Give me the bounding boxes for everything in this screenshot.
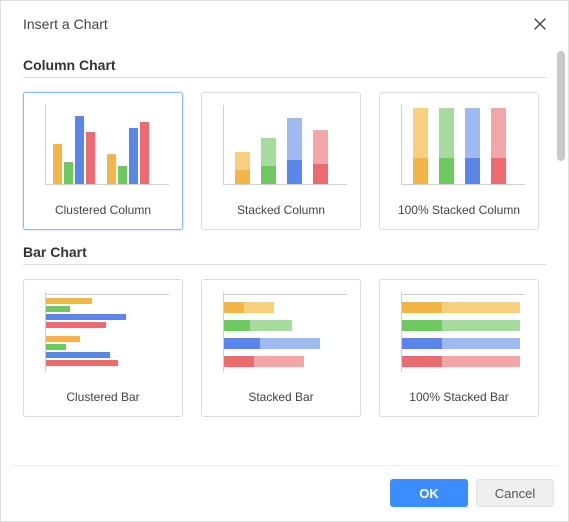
dialog-title: Insert a Chart	[23, 16, 108, 32]
chart-thumb	[389, 290, 529, 376]
chart-type-label: 100% Stacked Bar	[409, 390, 508, 404]
chart-type-label: Stacked Column	[237, 203, 325, 217]
section-title: Bar Chart	[23, 244, 546, 260]
dialog-footer: OK Cancel	[1, 465, 568, 521]
card-row: Clustered Column Stacked Column 100% Stack…	[23, 92, 546, 230]
section-divider	[23, 264, 546, 265]
chart-thumb	[33, 103, 173, 189]
scrollbar-thumb[interactable]	[557, 51, 565, 161]
chart-thumb	[211, 103, 351, 189]
chart-type-card[interactable]: Clustered Column	[23, 92, 183, 230]
chart-type-card[interactable]: 100% Stacked Bar	[379, 279, 539, 417]
chart-type-label: 100% Stacked Column	[398, 203, 520, 217]
chart-gallery: Column Chart Clustered Column Stacked Colu…	[1, 47, 568, 465]
section-title: Column Chart	[23, 57, 546, 73]
chart-type-label: Clustered Bar	[66, 390, 139, 404]
chart-thumb	[211, 290, 351, 376]
cancel-button[interactable]: Cancel	[476, 479, 554, 507]
chart-type-card[interactable]: 100% Stacked Column	[379, 92, 539, 230]
ok-button[interactable]: OK	[390, 479, 468, 507]
chart-thumb	[389, 103, 529, 189]
close-icon[interactable]	[530, 14, 550, 34]
card-row: Clustered Bar Stacked Bar 100% Stacked Bar	[23, 279, 546, 417]
chart-thumb	[33, 290, 173, 376]
scrollbar[interactable]	[557, 51, 565, 463]
chart-type-card[interactable]: Stacked Column	[201, 92, 361, 230]
chart-type-card[interactable]: Clustered Bar	[23, 279, 183, 417]
chart-type-label: Clustered Column	[55, 203, 151, 217]
chart-type-label: Stacked Bar	[248, 390, 313, 404]
section-divider	[23, 77, 546, 78]
chart-type-card[interactable]: Stacked Bar	[201, 279, 361, 417]
dialog-titlebar: Insert a Chart	[1, 1, 568, 47]
